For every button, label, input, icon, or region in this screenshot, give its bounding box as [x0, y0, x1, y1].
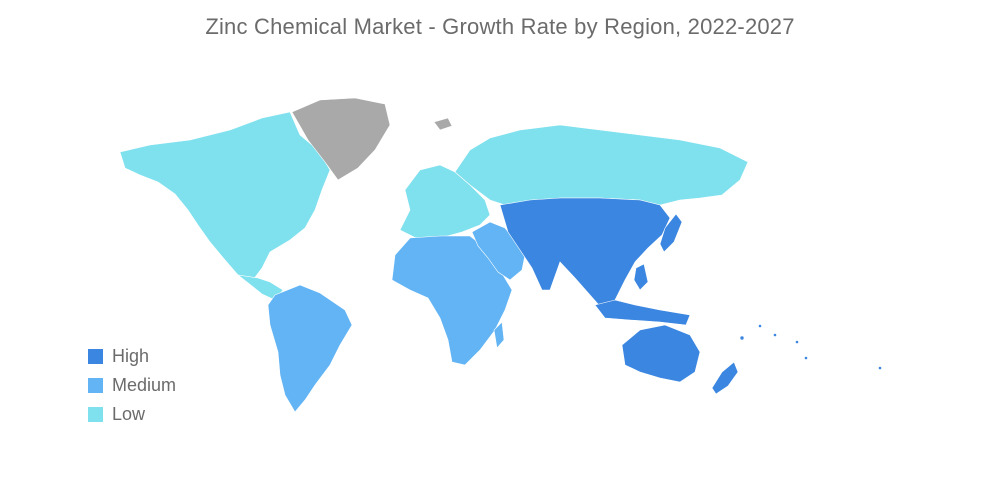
- region-pacific-island: [739, 335, 745, 341]
- legend-item-low: Low: [88, 400, 176, 429]
- region-pacific-island: [804, 356, 808, 360]
- region-greenland: [291, 97, 391, 181]
- legend-label: Low: [112, 404, 146, 424]
- region-pacific-island: [773, 333, 777, 337]
- legend-label: High: [112, 346, 150, 366]
- region-russia: [454, 124, 749, 206]
- region-pacific-island: [878, 366, 882, 370]
- legend-swatch: [88, 407, 103, 422]
- region-asia-pacific: [499, 197, 671, 313]
- region-new-zealand: [711, 361, 739, 395]
- legend-item-medium: Medium: [88, 371, 176, 400]
- legend-label: Medium: [112, 375, 177, 395]
- region-philippines: [633, 263, 649, 291]
- chart-title: Zinc Chemical Market - Growth Rate by Re…: [205, 14, 795, 39]
- legend-swatch: [88, 349, 103, 364]
- region-southeast-islands: [594, 299, 691, 326]
- region-japan: [659, 213, 683, 253]
- legend-item-high: High: [88, 342, 176, 371]
- legend: High Medium Low: [88, 342, 176, 429]
- region-pacific-island: [795, 340, 799, 344]
- region-north-america: [119, 111, 331, 285]
- region-pacific-island: [758, 324, 762, 328]
- region-africa: [391, 235, 513, 366]
- region-australia: [621, 324, 701, 383]
- region-madagascar: [493, 321, 505, 349]
- legend-swatch: [88, 378, 103, 393]
- region-iceland: [433, 117, 453, 131]
- region-south-america: [267, 284, 353, 413]
